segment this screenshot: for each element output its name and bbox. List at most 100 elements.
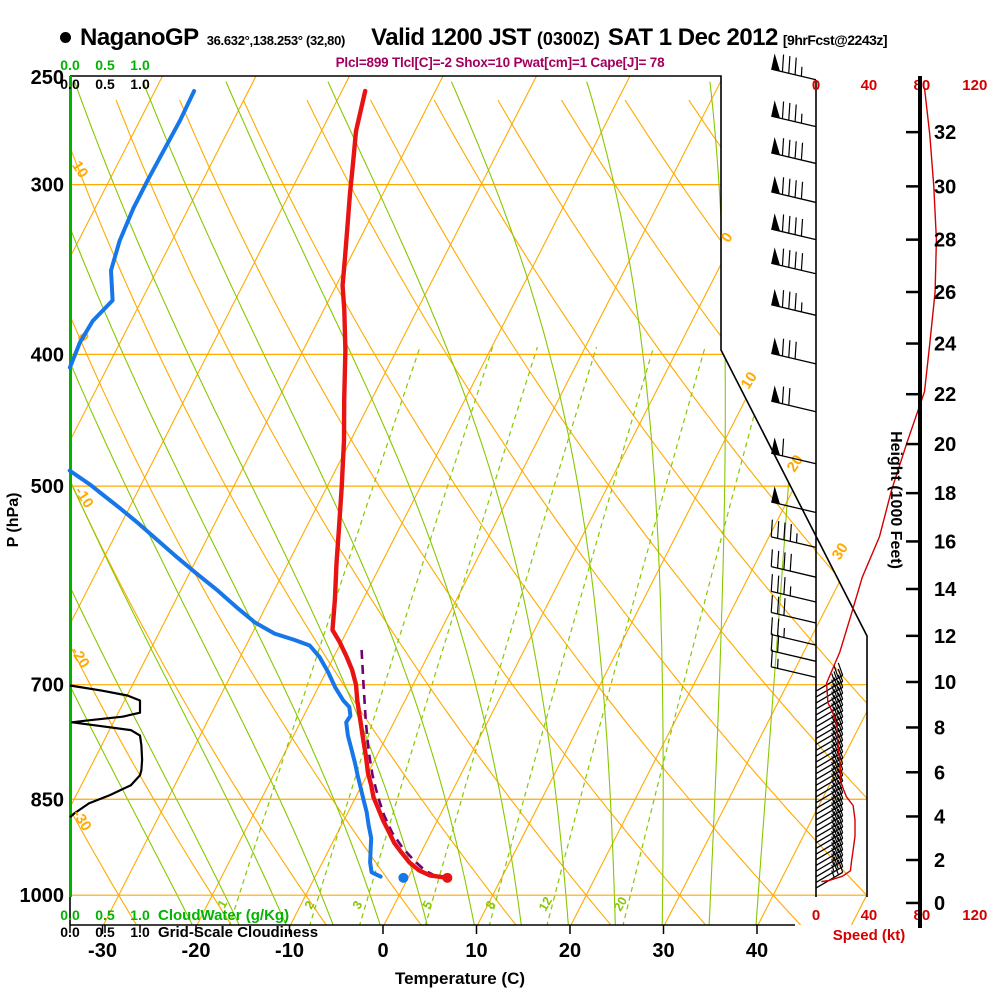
moist-adiabat-line xyxy=(70,81,287,925)
isotherm-line xyxy=(196,76,631,925)
adiabat-label: -30 xyxy=(69,807,95,834)
isotherm-line xyxy=(383,76,818,925)
dry-adiabat-line xyxy=(370,99,867,925)
height-tick-label: 18 xyxy=(934,483,956,505)
moist-adiabat-line xyxy=(225,81,522,925)
moist-adiabat-line xyxy=(586,81,664,925)
moist-adiabat-line xyxy=(327,81,569,925)
pressure-tick-label: 1000 xyxy=(20,885,65,907)
dry-adiabat-line xyxy=(624,99,867,925)
height-tick-label: 28 xyxy=(934,230,956,252)
speed-axis-labels: 0040408080120120Speed (kt) xyxy=(812,77,988,944)
moist-adiabat-line xyxy=(755,81,811,925)
dry-adiabat-line xyxy=(70,99,139,925)
mixing-ratio-label: 20 xyxy=(611,894,630,913)
moist-adiabat-line xyxy=(70,81,193,925)
cloudiness-scale-top: 1.0 xyxy=(130,76,150,92)
speed-tick-label: 40 xyxy=(861,77,878,94)
speed-axis-title: Speed (kt) xyxy=(833,927,906,944)
moist-adiabat-line xyxy=(70,81,334,925)
temperature-axis-title: Temperature (C) xyxy=(395,969,525,988)
pressure-tick-label: 250 xyxy=(31,67,64,89)
isotherm-label: 10 xyxy=(738,369,761,392)
pressure-tick-label: 300 xyxy=(31,175,64,197)
temperature-tick-label: -20 xyxy=(182,940,211,962)
moist-adiabat-line xyxy=(142,81,475,925)
pressure-tick-label: 500 xyxy=(31,476,64,498)
cloudwater-scale-bottom: 0.5 xyxy=(95,907,115,923)
cloudiness-axis-title: Grid-Scale Cloudiness xyxy=(158,924,318,941)
isotherm-line xyxy=(103,76,537,925)
station-coordinates: 36.632°,138.253° (32,80) xyxy=(206,33,346,48)
mixing-ratio-label: 3 xyxy=(350,898,366,911)
cloudiness-scale-top: 0.5 xyxy=(95,76,115,92)
wind-barbs xyxy=(770,53,844,889)
pressure-axis-labels: 250 300 400 500 700 850 1000 P (hPa) xyxy=(5,67,64,907)
height-tick-label: 0 xyxy=(934,893,945,915)
dry-adiabat-line xyxy=(115,99,613,925)
moist-adiabat-line xyxy=(708,81,726,925)
cloudiness-scale-top: 0.0 xyxy=(60,76,80,92)
moist-adiabat-line xyxy=(450,81,616,925)
adiabat-label: 10 xyxy=(68,158,91,181)
dry-adiabat-line xyxy=(70,99,518,925)
isotherm-line xyxy=(70,76,257,925)
temperature-tick-label: 20 xyxy=(559,940,581,962)
cloudiness-scale-bottom: 0.0 xyxy=(60,924,80,940)
stability-indices: Plcl=899 Tlcl[C]=-2 Shox=10 Pwat[cm]=1 C… xyxy=(335,55,665,70)
valid-date: SAT 1 Dec 2012 xyxy=(607,24,779,51)
cloudiness-curve xyxy=(69,684,144,818)
dry-adiabat-line xyxy=(70,99,328,925)
valid-time-utc: (0300Z) xyxy=(536,29,600,49)
mixing-ratio-line xyxy=(424,346,598,925)
height-tick-label: 30 xyxy=(934,176,956,198)
temperature-tick-label: 40 xyxy=(746,940,768,962)
station-name: NaganoGP xyxy=(80,24,199,51)
dry-adiabat-line xyxy=(70,99,423,925)
dry-adiabat-line xyxy=(179,99,708,925)
dry-adiabat-line xyxy=(242,99,803,925)
height-tick-label: 16 xyxy=(934,531,956,553)
temperature-tick-label: 0 xyxy=(377,940,388,962)
isotherm-label: 30 xyxy=(829,540,852,563)
moist-adiabat-line xyxy=(74,81,428,925)
mixing-ratio-line xyxy=(358,346,538,925)
height-tick-label: 12 xyxy=(934,626,956,648)
height-tick-label: 24 xyxy=(934,334,957,356)
dewpoint-surface-dot xyxy=(398,872,409,883)
cloudwater-scale-top: 0.0 xyxy=(60,57,80,73)
isotherm-label: 20 xyxy=(784,452,807,475)
cloud-scale-labels: 0.00.00.00.00.50.50.50.51.01.01.01.0Clou… xyxy=(60,57,318,941)
height-tick-label: 2 xyxy=(934,850,945,872)
moist-adiabat-line xyxy=(70,81,381,925)
moist-adiabat-line xyxy=(70,81,240,925)
isotherm-line xyxy=(664,76,867,925)
cloudwater-scale-bottom: 1.0 xyxy=(130,907,150,923)
cloudwater-scale-top: 1.0 xyxy=(130,57,150,73)
wind-speed-curve xyxy=(821,88,938,883)
chart-title: NaganoGP 36.632°,138.253° (32,80) Valid 12… xyxy=(60,24,888,52)
skewt-grid xyxy=(70,76,867,925)
plot-boundary xyxy=(69,75,868,926)
mixing-ratio-line xyxy=(546,346,706,925)
dewpoint-curve xyxy=(67,89,383,879)
cloudwater-scale-bottom: 0.0 xyxy=(60,907,80,923)
temperature-tick-label: 10 xyxy=(465,940,487,962)
station-bullet-icon xyxy=(60,32,71,43)
height-tick-label: 20 xyxy=(934,434,956,456)
height-tick-label: 10 xyxy=(934,672,956,694)
mixing-ratio-line xyxy=(622,346,774,925)
temperature-surface-dot xyxy=(442,872,453,883)
cloudiness-scale-bottom: 0.5 xyxy=(95,924,115,940)
height-tick-label: 26 xyxy=(934,282,956,304)
dry-adiabat-line xyxy=(306,99,867,925)
pressure-tick-label: 850 xyxy=(31,789,64,811)
temperature-curve xyxy=(330,88,450,880)
speed-tick-label: 120 xyxy=(962,907,987,924)
mixing-ratio-label: 12 xyxy=(536,894,555,913)
height-tick-label: 22 xyxy=(934,384,956,406)
temperature-axis-labels: -30 -20 -10 0 10 20 30 40 Temperature (C) xyxy=(88,925,768,988)
